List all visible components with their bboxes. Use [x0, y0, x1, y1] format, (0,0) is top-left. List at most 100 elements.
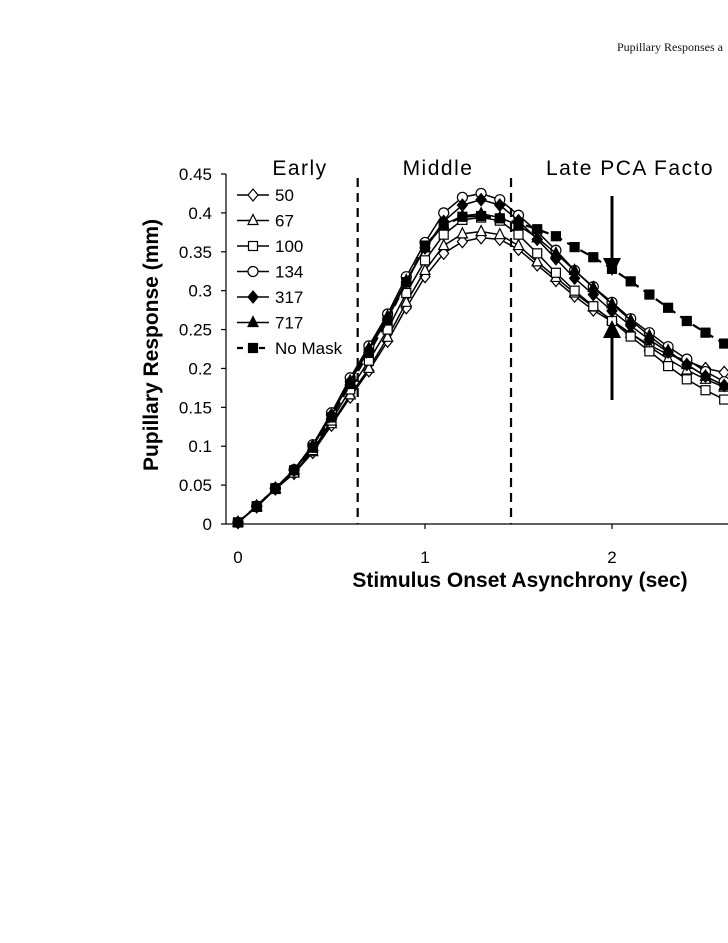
data-point [289, 465, 300, 476]
y-tick-label: 0.25 [179, 321, 212, 340]
data-point [247, 342, 259, 354]
data-point [475, 192, 487, 207]
running-header: Pupillary Responses a [617, 40, 723, 54]
data-point [247, 240, 259, 252]
data-point [232, 517, 244, 528]
y-tick-label: 0.35 [179, 243, 212, 262]
data-point [247, 213, 259, 226]
legend-item: 134 [237, 263, 303, 282]
y-tick-label: 0.3 [188, 282, 212, 301]
data-point [457, 211, 468, 222]
data-point [681, 315, 692, 327]
x-tick-label: 0 [233, 548, 242, 567]
data-point [531, 230, 544, 243]
legend-item: 317 [237, 288, 303, 307]
data-point [401, 277, 412, 288]
region-labels: Early Middle Late PCA Facto [272, 157, 714, 180]
data-point [493, 227, 506, 240]
legend-item: 50 [237, 186, 294, 205]
data-point [624, 312, 637, 325]
y-tick-label: 0.45 [179, 165, 212, 184]
data-point [569, 242, 580, 253]
data-point [307, 442, 318, 453]
legend-item: No Mask [237, 339, 343, 358]
data-point [437, 238, 450, 251]
data-point [625, 331, 636, 342]
data-point [550, 267, 562, 278]
data-point [476, 210, 487, 222]
data-point [270, 483, 281, 494]
data-point [251, 501, 262, 512]
data-point [512, 238, 525, 251]
data-point [532, 224, 543, 235]
data-point [550, 231, 562, 242]
series-line [237, 237, 725, 524]
data-point [568, 271, 581, 286]
data-point [719, 394, 728, 405]
data-point [662, 361, 674, 372]
y-tick-label: 0.05 [179, 476, 212, 495]
series-line [237, 212, 725, 524]
legend-item: 100 [237, 237, 303, 256]
data-point [549, 245, 562, 258]
series-100 [232, 212, 728, 528]
data-point [643, 328, 656, 341]
x-axis-label: Stimulus Onset Asynchrony (sec) [352, 569, 687, 592]
data-point [587, 280, 600, 293]
data-point [438, 220, 449, 231]
data-point [382, 315, 393, 326]
legend-label: 317 [275, 288, 303, 307]
data-point [699, 368, 712, 381]
data-point [568, 263, 581, 276]
legend: 50 67 100 134 317 717 No Mask [237, 186, 343, 358]
data-point [494, 213, 505, 224]
data-point [400, 294, 413, 307]
data-point [381, 329, 394, 342]
data-point [438, 229, 449, 240]
series-line [237, 198, 725, 524]
data-point [419, 240, 431, 251]
data-point [419, 255, 431, 266]
data-point [247, 188, 259, 202]
series-no-mask [232, 210, 728, 528]
data-point [644, 346, 655, 357]
y-tick-label: 0 [203, 515, 212, 534]
series-717 [232, 206, 728, 528]
legend-label: 134 [275, 263, 303, 282]
legend-label: 50 [275, 186, 294, 205]
data-point [644, 289, 655, 300]
data-point [437, 246, 450, 261]
annotation-arrows [603, 196, 621, 400]
data-point [247, 315, 259, 328]
y-tick-label: 0.1 [188, 437, 212, 456]
series-67 [232, 224, 728, 528]
y-tick-label: 0.15 [179, 398, 212, 417]
series-line [237, 230, 725, 524]
data-point [513, 229, 524, 240]
arrow-down-head [603, 258, 621, 276]
arrow-up-head [603, 320, 621, 338]
data-point [662, 343, 675, 356]
legend-item: 717 [237, 314, 303, 333]
region-label: Late PCA Facto [546, 157, 714, 180]
data-point [625, 276, 636, 287]
y-tick-label: 0.4 [188, 204, 212, 223]
data-point [513, 217, 524, 229]
y-axis-label: Pupillary Response (mm) [140, 219, 163, 471]
data-point [662, 302, 674, 313]
legend-item: 67 [237, 212, 294, 231]
data-point [326, 412, 337, 423]
y-ticks: 0 0.05 0.1 0.15 0.2 0.25 0.3 0.35 0.4 0.45 [179, 165, 226, 534]
x-tick-label: 1 [420, 548, 429, 567]
legend-label: 67 [275, 212, 294, 231]
legend-label: 717 [275, 314, 303, 333]
data-point [588, 301, 599, 312]
series-line [237, 214, 725, 524]
x-tick-label: 2 [607, 548, 616, 567]
legend-label: 100 [275, 237, 303, 256]
data-point [531, 254, 544, 267]
data-point [363, 347, 374, 358]
region-dividers [356, 178, 513, 524]
region-label: Middle [403, 157, 474, 180]
